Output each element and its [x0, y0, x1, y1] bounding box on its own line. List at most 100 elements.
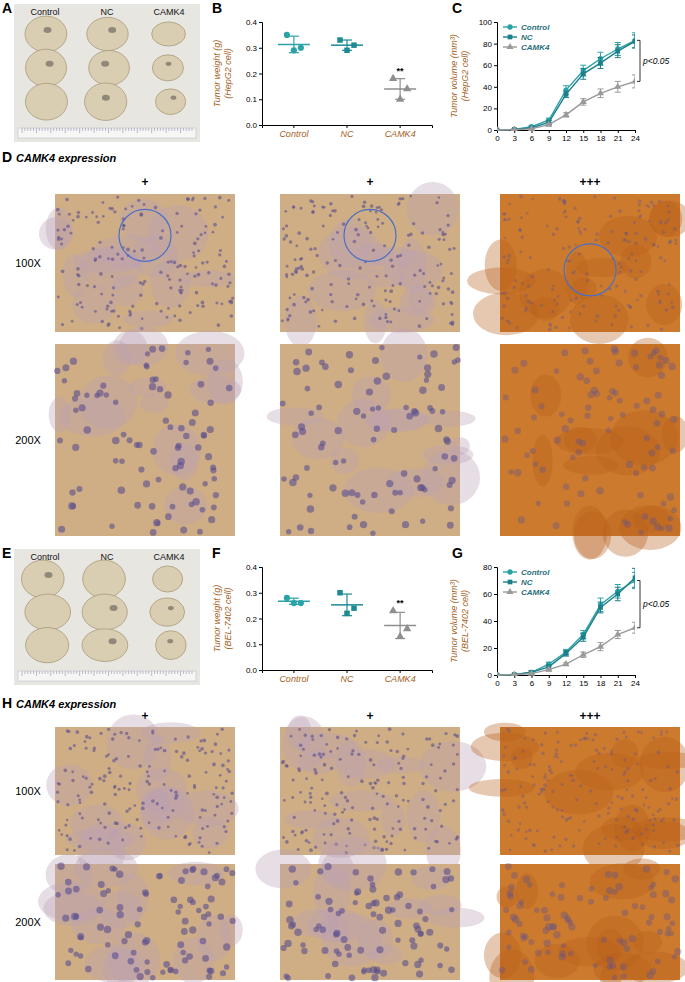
nucleus [169, 286, 172, 289]
stain-patch [123, 311, 173, 328]
x-axis-line [263, 671, 433, 674]
marks [278, 32, 416, 102]
nucleus [193, 254, 196, 257]
line-chart: 02040608010003691215182124ControlNCCAMK4… [449, 18, 670, 143]
nucleus [399, 767, 402, 770]
point [564, 651, 569, 656]
nucleus [292, 206, 295, 209]
tick: 0.0 [246, 666, 262, 675]
nucleus [114, 821, 118, 825]
nucleus [371, 786, 375, 790]
ruler-tick [119, 671, 120, 674]
nucleus [371, 437, 377, 443]
nucleus [426, 805, 430, 809]
nucleus [447, 223, 450, 226]
nucleus [630, 253, 633, 256]
nucleus [527, 300, 531, 304]
tick-mark [400, 125, 401, 128]
nucleus [179, 285, 182, 288]
ruler-tick [145, 128, 146, 131]
nucleus [328, 728, 331, 731]
nucleus [607, 806, 611, 810]
stain-patch [170, 443, 198, 480]
nucleus [306, 298, 310, 302]
ruler-tick [134, 128, 135, 131]
error-cap [632, 34, 635, 35]
nucleus [448, 505, 454, 511]
nucleus [336, 819, 340, 823]
bracket [637, 40, 640, 81]
nucleus [355, 730, 358, 733]
nucleus [650, 406, 657, 413]
nucleus [656, 289, 659, 292]
nucleus [625, 232, 629, 236]
nucleus [668, 240, 672, 244]
nucleus [92, 749, 95, 752]
nucleus [107, 728, 110, 731]
nucleus [304, 801, 307, 804]
nucleus [531, 198, 534, 201]
nucleus [145, 780, 149, 784]
micrograph [49, 327, 245, 536]
tick-label: 0 [488, 671, 493, 680]
tick: 60 [483, 61, 497, 70]
ruler-tick [47, 671, 48, 674]
nucleus [423, 817, 426, 820]
nucleus [399, 254, 402, 257]
nucleus [441, 233, 445, 237]
nucleus [438, 196, 441, 199]
nucleus [507, 254, 511, 258]
ruler-tick [166, 128, 167, 133]
ruler-tick [62, 671, 63, 674]
nucleus [134, 502, 141, 509]
nucleus [294, 258, 297, 261]
stain-patch [531, 297, 559, 321]
nucleus [78, 845, 82, 849]
nucleus [227, 749, 230, 752]
nucleus [428, 281, 431, 284]
nucleus [438, 384, 445, 391]
ruler [18, 128, 196, 138]
ruler-tick [192, 128, 193, 131]
tick-label: 0 [488, 126, 493, 135]
nucleus [451, 290, 455, 294]
nucleus [73, 407, 79, 413]
error-cap [580, 65, 586, 66]
nucleus [369, 782, 373, 786]
marks [278, 590, 416, 639]
tick: Control [279, 670, 309, 684]
nucleus [332, 238, 335, 241]
nucleus [536, 501, 541, 506]
tick-label: 21 [614, 679, 623, 688]
nucleus [292, 431, 299, 438]
error-cap [395, 612, 405, 613]
error-bar [632, 33, 635, 48]
nucleus [68, 837, 72, 841]
nucleus [593, 195, 596, 198]
ruler-tick [177, 128, 178, 131]
nucleus [389, 320, 392, 323]
ruler-tick [157, 128, 158, 131]
nucleus [57, 438, 63, 444]
nucleus [336, 747, 339, 750]
error-cap [289, 604, 299, 605]
nucleus [285, 840, 289, 844]
nucleus [297, 848, 300, 851]
nucleus [320, 440, 326, 446]
ruler-tick [160, 671, 161, 674]
nucleus [586, 279, 589, 282]
nucleus [299, 744, 302, 747]
nucleus [661, 501, 667, 507]
nucleus [184, 835, 188, 839]
tick-mark [259, 567, 262, 568]
nucleus [78, 812, 81, 815]
nucleus [372, 763, 375, 766]
nucleus [569, 311, 572, 314]
nucleus [139, 827, 142, 830]
nucleus [659, 220, 663, 224]
nucleus [292, 778, 295, 781]
annotation: p<0.05 [642, 599, 670, 609]
nucleus [138, 739, 141, 742]
nucleus [595, 749, 598, 752]
nucleus [527, 285, 530, 288]
